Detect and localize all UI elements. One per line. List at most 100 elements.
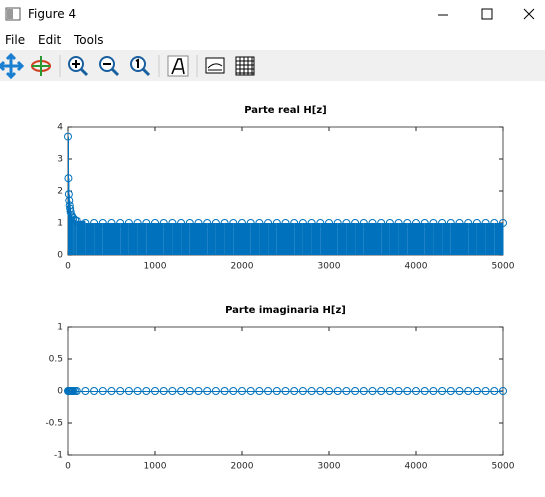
stem: [442, 391, 451, 392]
menu-item[interactable]: File: [5, 33, 26, 47]
toolbar: [0, 50, 545, 81]
stem-marker: [133, 219, 142, 227]
stem-marker: [490, 219, 499, 227]
stem-marker: [420, 219, 429, 227]
stem: [207, 223, 216, 255]
stem-marker: [325, 219, 333, 227]
stem: [181, 391, 190, 392]
stem: [155, 391, 164, 392]
zoom-reset[interactable]: [130, 56, 151, 77]
rotate-tool[interactable]: [31, 56, 51, 76]
stem: [163, 223, 173, 255]
stem-marker: [72, 387, 81, 395]
stem-marker: [107, 387, 116, 395]
stem-marker: [307, 219, 316, 227]
stem-marker: [351, 387, 360, 395]
stem: [120, 223, 129, 255]
stem-marker: [168, 219, 177, 227]
stem: [71, 215, 73, 255]
stem-marker: [238, 387, 246, 395]
stem-marker: [342, 219, 351, 227]
menu-item[interactable]: Edit: [38, 33, 62, 47]
stem: [189, 391, 199, 392]
stem-marker: [438, 387, 447, 395]
stem-marker: [70, 215, 79, 224]
x-tick-label: 4000: [405, 462, 428, 472]
stem-marker: [472, 387, 481, 395]
stem-marker: [90, 219, 99, 227]
stem: [102, 391, 112, 392]
x-tick-label: 3000: [318, 462, 341, 472]
stem: [285, 391, 295, 392]
stem-marker: [72, 216, 81, 225]
stem: [468, 391, 477, 392]
stem-marker: [403, 387, 412, 395]
y-tick-label: 3: [57, 155, 63, 165]
menu-item[interactable]: Tools: [74, 33, 104, 47]
stem-marker: [412, 387, 420, 395]
stem-marker: [298, 219, 307, 227]
text-tool[interactable]: [167, 55, 189, 77]
stem-marker: [316, 219, 325, 227]
stem-marker: [481, 387, 490, 395]
close[interactable]: [523, 8, 535, 20]
stem-marker: [464, 387, 473, 395]
chart-title: Parte imaginaria H[z]: [225, 305, 346, 316]
axes-tool[interactable]: [205, 57, 225, 74]
stem-marker: [368, 387, 377, 395]
zoom-out[interactable]: [99, 56, 120, 77]
stem: [416, 391, 425, 392]
stem: [172, 223, 182, 255]
stem: [372, 223, 382, 255]
stem: [363, 223, 373, 255]
x-tick-label: 4000: [405, 262, 428, 272]
stem: [250, 391, 260, 392]
stem-marker: [229, 387, 238, 395]
x-tick-label: 0: [65, 462, 71, 472]
stem: [276, 391, 286, 392]
stem-marker: [403, 219, 412, 227]
stem-marker: [124, 387, 133, 395]
stem: [433, 391, 443, 392]
maximize[interactable]: [481, 8, 493, 20]
stem-marker: [490, 387, 499, 395]
stem-marker: [220, 219, 229, 227]
stem-marker: [368, 219, 377, 227]
pan-tool[interactable]: [0, 52, 25, 80]
title-bar: Figure 4: [0, 0, 545, 30]
stem-marker: [499, 387, 507, 395]
stem: [120, 391, 129, 392]
stem: [450, 223, 460, 255]
stem: [442, 223, 451, 255]
zoom-in[interactable]: [68, 56, 89, 77]
stem-marker: [98, 219, 107, 227]
stem-marker: [64, 132, 72, 141]
stem: [294, 223, 303, 255]
stem: [407, 223, 416, 255]
stem: [146, 391, 155, 392]
stem-marker: [290, 219, 299, 227]
stem: [329, 391, 338, 392]
stem: [320, 391, 329, 392]
stem: [242, 223, 251, 255]
stem: [215, 391, 225, 392]
stem-marker: [211, 219, 220, 227]
stem: [485, 223, 495, 255]
stem: [74, 219, 77, 255]
stem-marker: [499, 219, 507, 227]
stem: [111, 391, 121, 392]
stem: [311, 391, 321, 392]
grid-tool[interactable]: [235, 56, 255, 76]
stem-marker: [65, 201, 74, 210]
stem-marker: [464, 219, 473, 227]
stem: [128, 223, 138, 255]
stem-marker: [446, 219, 455, 227]
stem: [242, 391, 251, 392]
toolbar-icons: [0, 52, 255, 80]
stem-marker: [177, 219, 186, 227]
stem-marker: [177, 387, 186, 395]
stem: [163, 391, 173, 392]
stem-marker: [394, 387, 403, 395]
stem-marker: [116, 219, 125, 227]
